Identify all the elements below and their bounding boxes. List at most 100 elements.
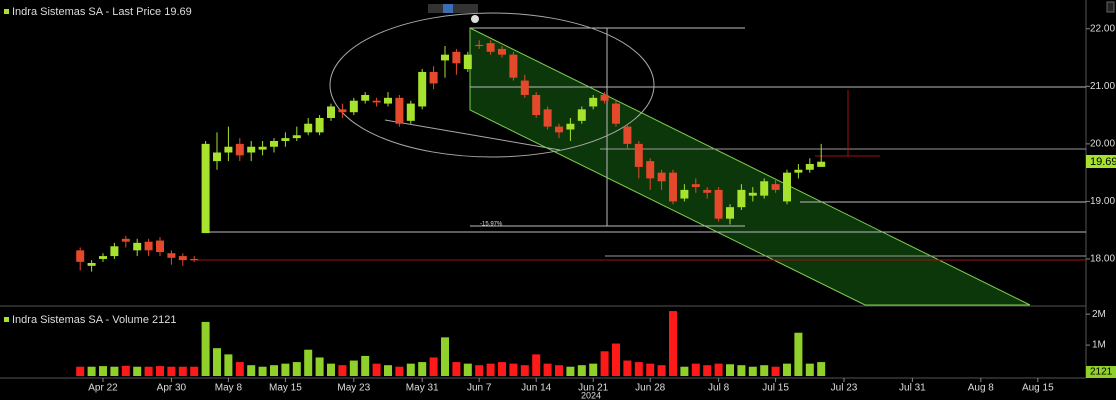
volume-bar (429, 357, 438, 376)
candle-body (110, 246, 119, 257)
volume-bar (805, 363, 814, 376)
x-tick-label: Apr 30 (157, 383, 187, 394)
candle-body (783, 172, 791, 202)
candle-body (748, 192, 757, 196)
toolbar-handle[interactable] (471, 15, 479, 23)
volume-bar (201, 321, 210, 376)
volume-bar (235, 362, 244, 376)
candle-body (372, 100, 381, 103)
volume-bar (349, 360, 358, 376)
candle-body (315, 117, 324, 133)
volume-bar (441, 337, 449, 376)
candle-body (87, 262, 96, 266)
candle-body (441, 54, 449, 61)
volume-bar (361, 355, 370, 376)
volume-bar (486, 363, 495, 376)
candle-body (270, 140, 278, 147)
candle-body (349, 100, 358, 113)
candle-body (498, 48, 506, 55)
candle-body (281, 138, 290, 141)
annotation: -15.97% (480, 222, 503, 228)
volume-bar (737, 365, 746, 376)
candle-body (338, 109, 347, 113)
x-tick-label: Apr 22 (88, 383, 118, 394)
year-label: 2024 (581, 390, 601, 400)
volume-bar (304, 349, 313, 376)
x-tick-label: Jun 7 (467, 383, 492, 394)
volume-bar (646, 363, 655, 376)
volume-bar (577, 365, 586, 376)
volume-bar (224, 354, 233, 376)
last-volume-box (1086, 366, 1116, 378)
candle-body (395, 97, 404, 124)
x-tick-label: Aug 8 (968, 383, 995, 394)
volume-bar (395, 366, 404, 376)
trend-channel (469, 27, 1031, 306)
candle-body (737, 189, 746, 208)
y-tick-label: 19.00 (1090, 196, 1115, 207)
candle-body (589, 97, 598, 107)
y-tick-label: 18.00 (1090, 254, 1115, 265)
x-tick-label: May 23 (337, 383, 370, 394)
candle-body (418, 71, 427, 107)
y-tick-label: 21.00 (1090, 81, 1115, 92)
volume-bar (520, 365, 529, 376)
x-tick-label: Jun 14 (521, 383, 551, 394)
x-tick-label: May 8 (215, 383, 243, 394)
candle-body (292, 135, 301, 139)
candle-body (714, 189, 723, 219)
volume-bar (327, 363, 335, 376)
candle-body (726, 207, 734, 219)
candle-body (463, 54, 472, 70)
volume-bar (555, 365, 563, 376)
candle-body (178, 256, 187, 261)
volume-bar (817, 362, 826, 376)
candle-body (555, 126, 563, 133)
y-tick-label: 22.00 (1090, 23, 1115, 34)
volume-bar (315, 357, 324, 376)
candle-body (247, 146, 256, 153)
volume-bar (292, 362, 301, 376)
legend-swatch (4, 9, 9, 14)
candle-body (760, 181, 769, 196)
chart-title: Indra Sistemas SA - Last Price 19.69 (12, 6, 192, 18)
candle-body (304, 123, 313, 133)
volume-bar (99, 366, 107, 376)
volume-bar (669, 311, 677, 376)
volume-bar (178, 366, 187, 376)
candle-body (794, 169, 803, 173)
volume-bar (110, 366, 119, 376)
volume-bar (748, 366, 757, 376)
candle-body (406, 103, 415, 121)
candle-body (577, 109, 586, 121)
volume-bar (156, 366, 164, 376)
volume-bar (76, 366, 85, 376)
volume-bar (384, 365, 392, 376)
candle-body (634, 143, 643, 167)
volume-bar (190, 366, 199, 376)
last-price-box (1086, 155, 1116, 168)
toolbar-button[interactable] (443, 4, 453, 13)
volume-bar (726, 364, 734, 376)
candle-body (361, 94, 370, 101)
candle-body (703, 189, 712, 193)
volume-bar (258, 366, 267, 376)
legend-swatch (4, 317, 9, 322)
y-tick-label: 1M (1092, 340, 1106, 351)
candle-body (384, 97, 392, 104)
volume-title: Indra Sistemas SA - Volume 2121 (12, 314, 176, 326)
volume-bar (498, 362, 506, 376)
volume-bar (612, 343, 620, 376)
x-tick-label: Jul 31 (899, 383, 926, 394)
candle-body (486, 43, 495, 52)
candle-body (235, 143, 244, 156)
candle-body (167, 253, 176, 258)
scroll-box[interactable] (1106, 1, 1115, 13)
volume-bar (589, 363, 598, 376)
volume-bar (509, 363, 518, 376)
candle-body (213, 152, 221, 162)
candle-body (657, 172, 666, 182)
candle-body (612, 103, 620, 124)
y-tick-label: 20.00 (1090, 139, 1115, 150)
x-tick-label: Aug 15 (1022, 383, 1054, 394)
